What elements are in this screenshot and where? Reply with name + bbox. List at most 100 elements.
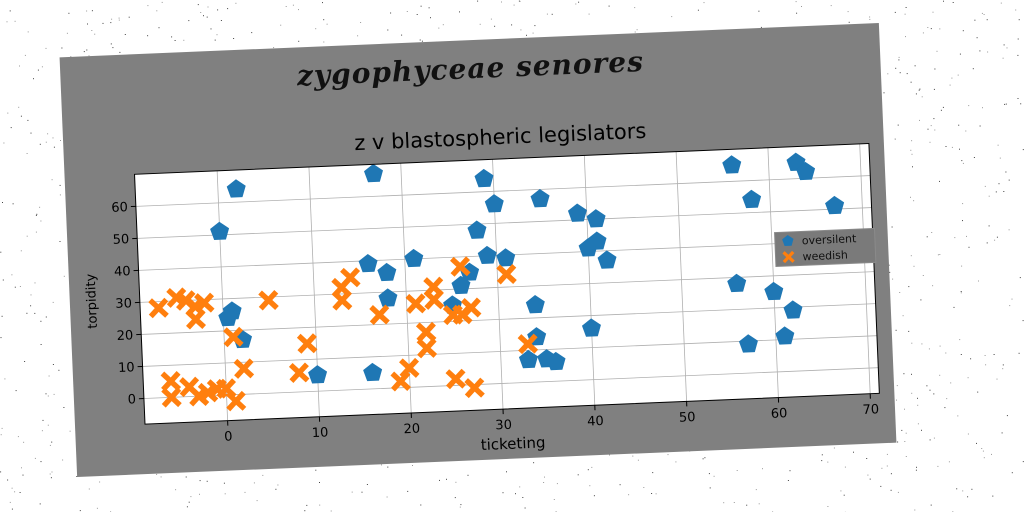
noise-dot bbox=[651, 493, 652, 494]
noise-dot bbox=[920, 299, 921, 300]
noise-dot bbox=[822, 454, 823, 455]
legend: oversilent weedish bbox=[775, 228, 876, 266]
noise-dot bbox=[977, 37, 978, 38]
noise-dot bbox=[966, 236, 967, 237]
noise-dot bbox=[919, 89, 920, 90]
noise-dot bbox=[1019, 19, 1020, 20]
noise-dot bbox=[589, 14, 590, 15]
noise-dot bbox=[129, 17, 130, 18]
noise-dot bbox=[790, 470, 791, 471]
noise-dot bbox=[54, 147, 55, 148]
noise-dot bbox=[319, 505, 320, 506]
noise-dot bbox=[934, 69, 935, 70]
noise-dot bbox=[961, 292, 962, 293]
noise-dot bbox=[759, 503, 760, 504]
noise-dot bbox=[53, 302, 54, 303]
noise-dot bbox=[911, 140, 912, 141]
noise-dot bbox=[898, 492, 899, 493]
noise-dot bbox=[908, 331, 909, 332]
noise-dot bbox=[323, 19, 324, 20]
noise-dot bbox=[84, 51, 85, 52]
noise-dot bbox=[984, 14, 985, 15]
noise-dot bbox=[906, 7, 907, 8]
noise-dot bbox=[387, 497, 388, 498]
noise-dot bbox=[831, 5, 832, 6]
noise-dot bbox=[42, 430, 43, 431]
noise-dot bbox=[668, 454, 669, 455]
figure-card: zygophyceae senores 0 10 20 30 40 50 60 70 0 10 20… bbox=[60, 23, 897, 477]
noise-dot bbox=[21, 467, 22, 468]
noise-dot bbox=[594, 495, 595, 496]
noise-dot bbox=[801, 6, 802, 7]
noise-dot bbox=[953, 2, 954, 3]
noise-dot bbox=[944, 407, 945, 408]
noise-dot bbox=[911, 255, 912, 256]
noise-dot bbox=[916, 470, 917, 471]
noise-dot bbox=[910, 150, 911, 151]
noise-dot bbox=[901, 430, 902, 431]
noise-dot bbox=[911, 82, 912, 83]
noise-dot bbox=[961, 291, 962, 292]
noise-dot bbox=[914, 266, 915, 267]
noise-dot bbox=[884, 92, 885, 93]
noise-dot bbox=[13, 203, 14, 204]
noise-dot bbox=[896, 400, 897, 401]
noise-dot bbox=[40, 321, 41, 322]
noise-dot bbox=[421, 6, 422, 7]
noise-dot bbox=[899, 57, 900, 58]
noise-dot bbox=[898, 59, 899, 60]
noise-dot bbox=[557, 483, 558, 484]
x-tick-label: 20 bbox=[403, 422, 420, 438]
noise-dot bbox=[2, 202, 3, 203]
noise-dot bbox=[92, 10, 93, 11]
noise-dot bbox=[931, 28, 932, 29]
noise-dot bbox=[511, 24, 512, 25]
noise-dot bbox=[910, 197, 911, 198]
noise-dot bbox=[939, 28, 940, 29]
noise-dot bbox=[637, 29, 638, 30]
noise-dot bbox=[99, 482, 100, 483]
noise-dot bbox=[917, 398, 918, 399]
noise-dot bbox=[821, 460, 822, 461]
y-axis-label: torpidity bbox=[84, 273, 101, 329]
noise-dot bbox=[906, 456, 907, 457]
noise-dot bbox=[544, 477, 545, 478]
noise-dot bbox=[39, 207, 40, 208]
noise-dot bbox=[41, 461, 42, 462]
noise-dot bbox=[588, 469, 589, 470]
noise-dot bbox=[632, 456, 633, 457]
noise-dot bbox=[43, 420, 44, 421]
noise-dot bbox=[999, 183, 1000, 184]
noise-dot bbox=[203, 15, 204, 16]
noise-dot bbox=[298, 41, 299, 42]
noise-dot bbox=[845, 467, 846, 468]
noise-dot bbox=[643, 487, 644, 488]
noise-dot bbox=[962, 220, 963, 221]
noise-dot bbox=[589, 485, 590, 486]
noise-dot bbox=[992, 496, 993, 497]
noise-dot bbox=[963, 163, 964, 164]
noise-dot bbox=[147, 35, 148, 36]
noise-dot bbox=[1018, 39, 1019, 40]
noise-dot bbox=[112, 47, 113, 48]
noise-dot bbox=[27, 236, 28, 237]
noise-dot bbox=[923, 32, 924, 33]
noise-dot bbox=[515, 493, 516, 494]
noise-dot bbox=[704, 2, 705, 3]
noise-dot bbox=[36, 215, 37, 216]
noise-dot bbox=[954, 237, 955, 238]
noise-dot bbox=[917, 405, 918, 406]
noise-dot bbox=[298, 9, 299, 10]
noise-dot bbox=[989, 225, 990, 226]
noise-dot bbox=[304, 510, 305, 511]
noise-dot bbox=[1000, 158, 1001, 159]
noise-dot bbox=[911, 393, 912, 394]
noise-dot bbox=[923, 275, 924, 276]
noise-dot bbox=[1015, 10, 1016, 11]
noise-dot bbox=[887, 454, 888, 455]
noise-dot bbox=[987, 52, 988, 53]
noise-dot bbox=[412, 465, 413, 466]
noise-dot bbox=[26, 313, 27, 314]
noise-dot bbox=[62, 460, 63, 461]
noise-dot bbox=[0, 252, 1, 253]
